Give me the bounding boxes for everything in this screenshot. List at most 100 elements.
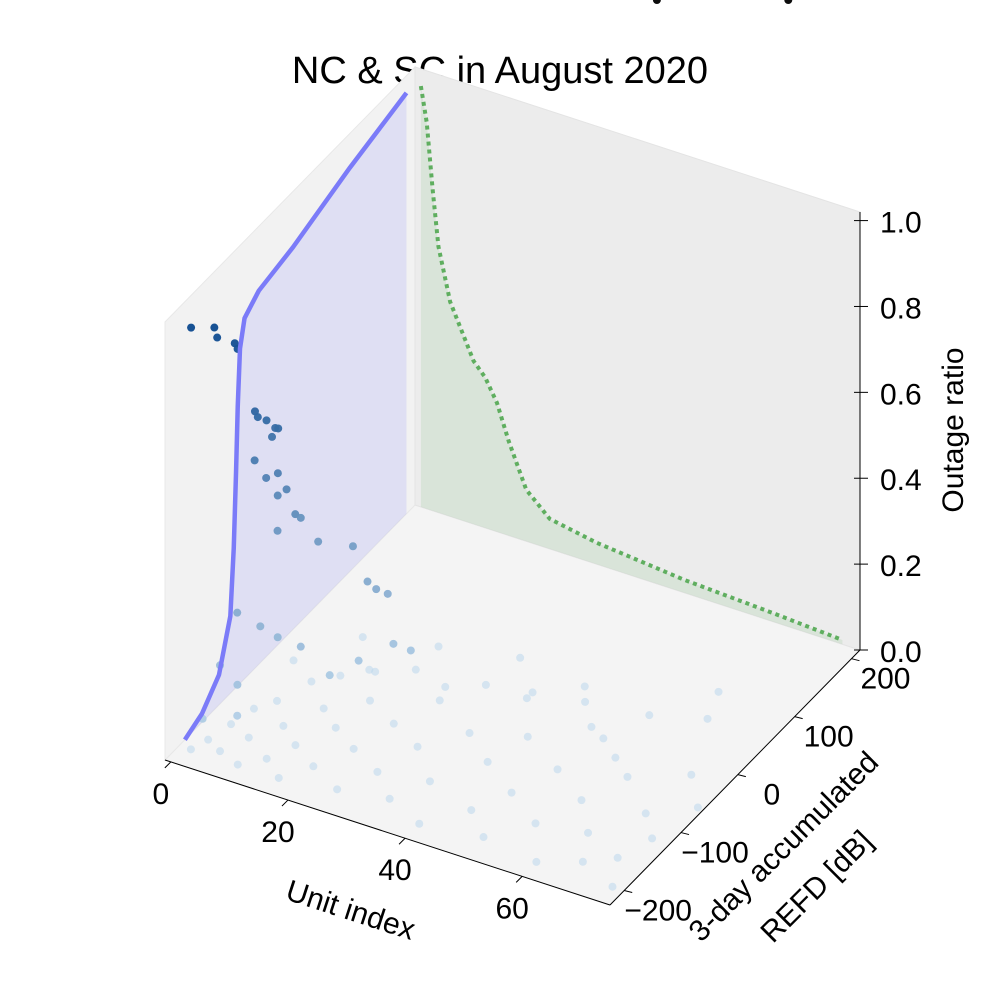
point: [652, 0, 661, 4]
point: [336, 671, 345, 680]
z-tick-label: 0.6: [880, 378, 922, 411]
point: [309, 762, 318, 771]
point: [256, 622, 265, 631]
point: [553, 765, 562, 774]
point: [441, 682, 450, 691]
point: [703, 714, 712, 723]
x-tick: [281, 799, 289, 807]
point: [273, 696, 282, 705]
point: [233, 760, 242, 769]
point: [216, 747, 225, 756]
point: [279, 721, 288, 730]
point: [296, 513, 305, 522]
point: [599, 734, 608, 743]
point: [389, 639, 398, 648]
point: [413, 742, 422, 751]
point: [273, 469, 282, 478]
y-tick: [851, 658, 860, 662]
y-tick: [624, 890, 633, 893]
point: [373, 767, 382, 776]
point: [282, 485, 291, 494]
x-tick: [398, 837, 406, 845]
point: [577, 796, 586, 805]
point: [273, 633, 282, 642]
point: [383, 589, 392, 598]
point: [233, 608, 242, 617]
x-tick-label: 60: [495, 892, 528, 925]
point: [213, 333, 222, 342]
x-tick-label: 40: [378, 854, 411, 887]
point: [349, 744, 358, 753]
point: [187, 323, 196, 332]
point: [531, 819, 540, 828]
point: [244, 733, 253, 742]
point: [274, 773, 283, 782]
ratio-line: [418, 85, 844, 642]
x-tick-label: 20: [261, 816, 294, 849]
point: [262, 754, 271, 763]
point: [578, 857, 587, 866]
point: [435, 696, 444, 705]
point: [372, 585, 381, 594]
point: [587, 722, 596, 731]
point: [613, 853, 622, 862]
point: [249, 704, 258, 713]
point: [319, 704, 328, 713]
point: [274, 424, 283, 433]
y-tick-label: −200: [624, 894, 692, 927]
point: [693, 803, 702, 812]
x-tick-label: 0: [153, 778, 170, 811]
point: [204, 735, 213, 744]
point: [641, 809, 650, 818]
chart-title: NC & SC in August 2020: [292, 50, 708, 92]
point: [714, 687, 723, 696]
point: [273, 491, 282, 500]
z-tick-label: 0.4: [880, 464, 922, 497]
point: [307, 677, 316, 686]
point: [483, 757, 492, 766]
point: [273, 526, 282, 535]
point: [389, 719, 398, 728]
point: [406, 646, 415, 655]
point: [467, 806, 476, 815]
y-tick-label: −100: [681, 836, 749, 869]
point: [507, 788, 516, 797]
point: [411, 665, 420, 674]
point: [366, 696, 374, 705]
point: [365, 665, 374, 674]
point: [253, 413, 262, 422]
point: [385, 794, 394, 803]
x-tick: [515, 876, 523, 883]
y-tick-label: 0: [763, 779, 780, 812]
point: [623, 772, 632, 781]
point: [425, 777, 434, 786]
point: [784, 0, 793, 4]
point: [363, 577, 372, 586]
z-tick-label: 0.0: [880, 636, 922, 669]
point: [186, 745, 195, 754]
point: [645, 711, 654, 720]
cdf-line: [183, 91, 409, 741]
point: [415, 819, 424, 828]
point: [434, 642, 443, 651]
point: [268, 432, 277, 441]
point: [262, 416, 271, 425]
point: [358, 633, 367, 642]
point: [687, 770, 696, 779]
x-tick: [164, 761, 172, 769]
point: [250, 456, 259, 465]
z-axis-label: Outage ratio: [937, 347, 970, 512]
point: [262, 473, 271, 482]
point: [233, 680, 242, 689]
point: [479, 833, 488, 842]
point: [523, 732, 532, 741]
y-tick-label: 100: [804, 721, 854, 754]
y-tick: [737, 774, 746, 778]
z-tick-label: 0.8: [880, 292, 922, 325]
y-tick: [680, 832, 690, 836]
point: [648, 834, 657, 843]
y-tick: [794, 716, 803, 720]
y-axis-line: [609, 649, 861, 906]
point: [580, 682, 589, 691]
